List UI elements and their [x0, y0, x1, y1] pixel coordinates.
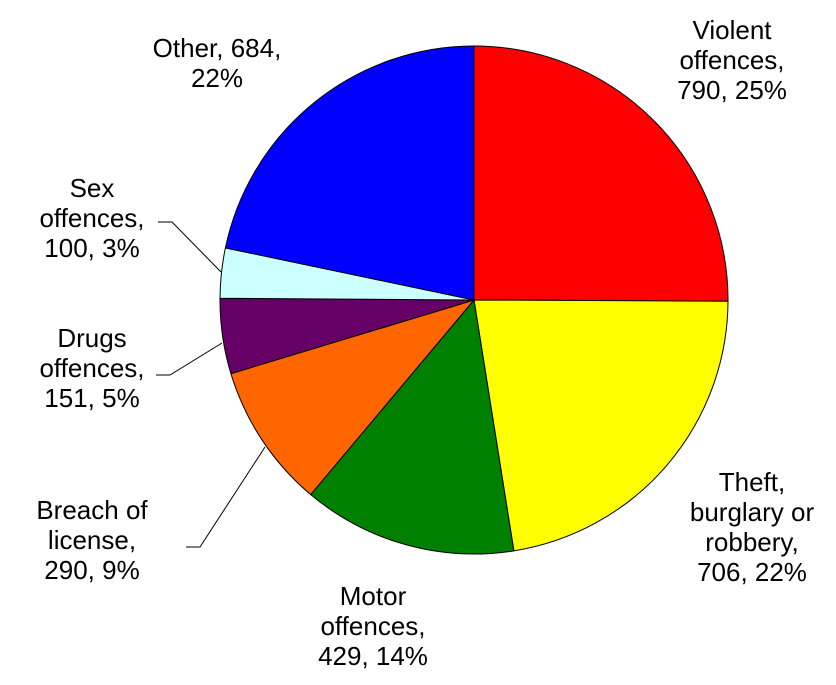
- slice-label-line: burglary or: [690, 497, 815, 527]
- slice-label-drugs-offences: Drugs offences, 151, 5%: [39, 323, 144, 413]
- leader-line-sex-offences: [158, 221, 222, 273]
- slice-label-line: license,: [48, 525, 136, 555]
- slice-label-line: Motor: [340, 581, 407, 611]
- leader-line-breach-of-license: [186, 446, 266, 548]
- slice-label-line: Sex: [70, 173, 115, 203]
- slice-label-line: Breach of: [36, 495, 148, 525]
- slice-label-other: Other, 684, 22%: [153, 33, 282, 93]
- slice-label-line: offences,: [679, 45, 784, 75]
- slice-label-line: 290, 9%: [44, 555, 139, 585]
- slice-label-line: 790, 25%: [677, 75, 787, 105]
- slice-label-line: 706, 22%: [697, 557, 807, 587]
- slice-label-line: offences,: [320, 611, 425, 641]
- slice-label-line: 429, 14%: [318, 641, 428, 671]
- slice-label-motor-offences: Motor offences, 429, 14%: [318, 581, 428, 671]
- slice-label-line: 22%: [191, 63, 243, 93]
- slice-label-theft-burglary-or-robbery: Theft, burglary or robbery, 706, 22%: [690, 467, 815, 587]
- pie-slice-motor-offences: [310, 298, 515, 555]
- slice-label-line: offences,: [39, 203, 144, 233]
- slice-label-breach-of-license: Breach of license, 290, 9%: [36, 495, 148, 585]
- pie-slice-violent-offences: [473, 45, 729, 302]
- slice-label-line: robbery,: [705, 527, 798, 557]
- pie-slice-other: [224, 45, 475, 301]
- slice-label-line: 151, 5%: [44, 383, 139, 413]
- slice-label-violent-offences: Violent offences, 790, 25%: [677, 15, 787, 105]
- leader-line-drugs-offences: [156, 342, 223, 376]
- slice-label-line: offences,: [39, 353, 144, 383]
- pie-slice-theft-burglary-or-robbery: [473, 299, 729, 552]
- slice-labels: Violent offences, 790, 25%Theft, burglary o…: [36, 15, 814, 671]
- leader-lines: [156, 221, 266, 548]
- pie-slice-breach-of-license: [230, 299, 476, 496]
- slice-label-line: Violent: [692, 15, 772, 45]
- slice-label-sex-offences: Sex offences, 100, 3%: [39, 173, 144, 263]
- slice-label-line: Theft,: [719, 467, 785, 497]
- slice-label-line: 100, 3%: [44, 233, 139, 263]
- slice-label-line: Other, 684,: [153, 33, 282, 63]
- slice-label-line: Drugs: [57, 323, 126, 353]
- pie-slices: [219, 45, 729, 555]
